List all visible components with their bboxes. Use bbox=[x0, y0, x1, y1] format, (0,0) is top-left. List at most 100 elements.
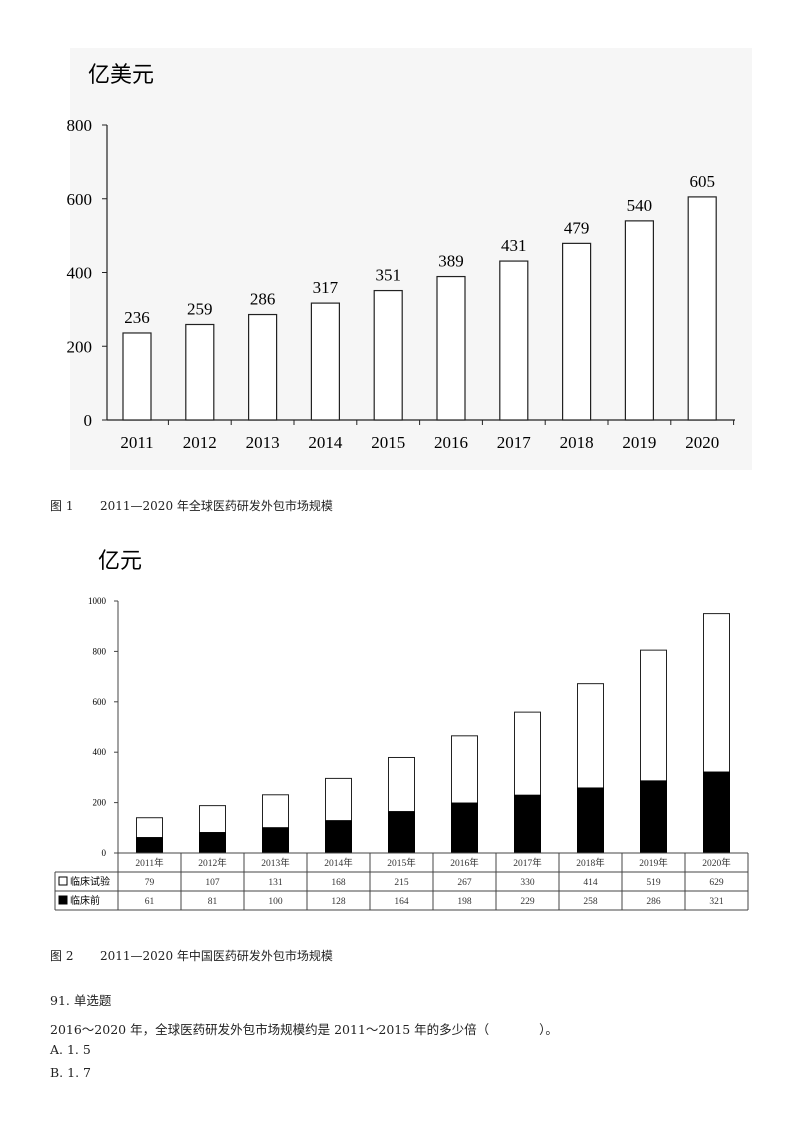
table-cell-clinical-trial: 79 bbox=[145, 878, 155, 888]
table-cell-preclinical: 258 bbox=[583, 897, 598, 907]
x-tick-label: 2019 bbox=[622, 433, 656, 452]
x-tick-label: 2018 bbox=[560, 433, 594, 452]
data-label: 351 bbox=[375, 266, 401, 285]
question-type: 91. 单选题 bbox=[50, 993, 112, 1008]
table-cell-preclinical: 286 bbox=[646, 897, 661, 907]
x-tick-label: 2016 bbox=[434, 433, 468, 452]
bar-preclinical bbox=[388, 811, 415, 854]
y-tick-label: 400 bbox=[93, 747, 107, 757]
bar bbox=[436, 275, 466, 421]
bar-clinical-trial bbox=[262, 794, 289, 829]
table-header-year: 2016年 bbox=[450, 857, 479, 869]
table-cell-clinical-trial: 330 bbox=[520, 878, 535, 888]
table-header-year: 2017年 bbox=[513, 857, 542, 869]
table-cell-preclinical: 164 bbox=[394, 897, 409, 907]
figure1-caption-label: 图 1 bbox=[50, 499, 74, 513]
bar-clinical-trial bbox=[703, 613, 730, 773]
table-cell-clinical-trial: 107 bbox=[205, 878, 220, 888]
bar-clinical-trial bbox=[451, 735, 478, 804]
bar-preclinical bbox=[514, 794, 541, 854]
y-tick-label: 1000 bbox=[88, 596, 107, 606]
table-header-year: 2019年 bbox=[639, 857, 668, 869]
bar bbox=[248, 313, 278, 421]
bar-clinical-trial bbox=[325, 777, 352, 822]
bar bbox=[499, 260, 529, 421]
x-tick-label: 2013 bbox=[246, 433, 280, 452]
legend-swatch-clinical-trial bbox=[58, 876, 68, 886]
question-stem: 2016～2020 年，全球医药研发外包市场规模约是 2011～2015 年的多… bbox=[50, 1022, 558, 1037]
x-tick-label: 2011 bbox=[120, 433, 153, 452]
table-header-year: 2020年 bbox=[702, 857, 731, 869]
figure2-chart: 亿元 0 200 400 600 800 1000 2011年 79 61 2012年 107 81 2… bbox=[54, 548, 749, 911]
table-cell-clinical-trial: 267 bbox=[457, 878, 472, 888]
y-tick-label: 0 bbox=[84, 411, 93, 430]
bar bbox=[122, 332, 152, 421]
x-tick-label: 2014 bbox=[308, 433, 343, 452]
bar-preclinical bbox=[325, 820, 352, 854]
bar-preclinical bbox=[262, 827, 289, 854]
bar-clinical-trial bbox=[514, 711, 541, 796]
bar bbox=[373, 289, 403, 421]
data-label: 236 bbox=[124, 308, 150, 327]
x-tick-label: 2015 bbox=[371, 433, 405, 452]
figure2-caption-text: 2011—2020 年中国医药研发外包市场规模 bbox=[100, 949, 333, 963]
x-tick-label: 2017 bbox=[497, 433, 532, 452]
unit-label: 亿美元 bbox=[88, 62, 154, 87]
bar-preclinical bbox=[136, 837, 163, 854]
table-header-year: 2018年 bbox=[576, 857, 605, 869]
table-cell-clinical-trial: 629 bbox=[709, 878, 724, 888]
legend-label-preclinical: 临床前 bbox=[70, 894, 100, 907]
bar bbox=[687, 196, 717, 421]
bar-clinical-trial bbox=[388, 756, 415, 813]
legend-swatch-preclinical bbox=[58, 895, 68, 905]
table-cell-preclinical: 100 bbox=[268, 897, 283, 907]
y-tick-label: 800 bbox=[67, 116, 93, 135]
table-cell-clinical-trial: 168 bbox=[331, 878, 346, 888]
bar-preclinical bbox=[640, 780, 667, 854]
table-header-year: 2012年 bbox=[198, 857, 227, 869]
data-label: 286 bbox=[250, 290, 276, 309]
data-label: 605 bbox=[689, 172, 715, 191]
bar-preclinical bbox=[199, 832, 226, 854]
y-tick-label: 400 bbox=[67, 264, 93, 283]
table-cell-preclinical: 198 bbox=[457, 897, 472, 907]
table-cell-preclinical: 128 bbox=[331, 897, 346, 907]
table-header-year: 2013年 bbox=[261, 857, 290, 869]
table-cell-preclinical: 229 bbox=[520, 897, 535, 907]
y-tick-label: 800 bbox=[93, 646, 107, 656]
data-label: 540 bbox=[627, 196, 653, 215]
x-tick-label: 2012 bbox=[183, 433, 217, 452]
y-tick-label: 200 bbox=[67, 337, 93, 356]
y-tick-label: 600 bbox=[93, 697, 107, 707]
y-tick-label: 200 bbox=[93, 798, 107, 808]
table-cell-clinical-trial: 131 bbox=[268, 878, 283, 888]
bar-preclinical bbox=[577, 787, 604, 854]
bar-preclinical bbox=[703, 771, 730, 854]
legend-label-clinical-trial: 临床试验 bbox=[70, 875, 110, 888]
bar bbox=[310, 302, 340, 421]
table-header-year: 2011年 bbox=[135, 857, 164, 869]
bar-clinical-trial bbox=[136, 817, 163, 839]
table-cell-clinical-trial: 414 bbox=[583, 878, 598, 888]
bar-clinical-trial bbox=[640, 649, 667, 782]
figure1-chart: 亿美元 0 200 400 600 800 236 2011 259 2012 286 2013 31… bbox=[67, 48, 752, 470]
bar bbox=[624, 220, 655, 421]
data-label: 259 bbox=[187, 299, 213, 318]
figure2-caption-label: 图 2 bbox=[50, 949, 74, 963]
table-cell-clinical-trial: 215 bbox=[394, 878, 409, 888]
table-cell-preclinical: 81 bbox=[208, 897, 218, 907]
bar-clinical-trial bbox=[199, 805, 226, 834]
option-b[interactable]: B. 1. 7 bbox=[50, 1065, 91, 1080]
figure1-caption-text: 2011—2020 年全球医药研发外包市场规模 bbox=[100, 499, 333, 513]
y-tick-label: 0 bbox=[102, 848, 107, 858]
data-label: 431 bbox=[501, 236, 527, 255]
table-cell-preclinical: 61 bbox=[145, 897, 155, 907]
option-a[interactable]: A. 1. 5 bbox=[50, 1042, 91, 1057]
unit-label: 亿元 bbox=[98, 548, 142, 573]
table-cell-clinical-trial: 519 bbox=[646, 878, 661, 888]
data-label: 317 bbox=[313, 278, 339, 297]
bar-clinical-trial bbox=[577, 683, 604, 789]
table-header-year: 2014年 bbox=[324, 857, 353, 869]
data-label: 389 bbox=[438, 252, 464, 271]
bar-preclinical bbox=[451, 802, 478, 854]
